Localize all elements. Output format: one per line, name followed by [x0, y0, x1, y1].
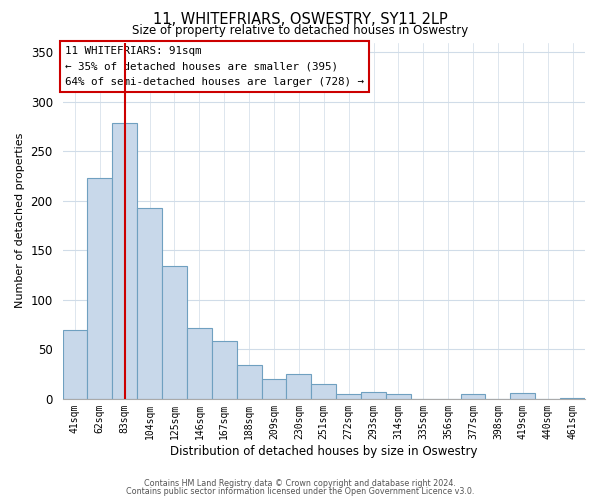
Text: Size of property relative to detached houses in Oswestry: Size of property relative to detached ho…: [132, 24, 468, 37]
Bar: [212, 342, 236, 399]
Bar: [88, 178, 112, 399]
Text: 11, WHITEFRIARS, OSWESTRY, SY11 2LP: 11, WHITEFRIARS, OSWESTRY, SY11 2LP: [152, 12, 448, 28]
X-axis label: Distribution of detached houses by size in Oswestry: Distribution of detached houses by size …: [170, 444, 478, 458]
Bar: [560, 398, 585, 399]
Bar: [311, 384, 336, 399]
Bar: [511, 393, 535, 399]
Bar: [236, 365, 262, 399]
Bar: [336, 394, 361, 399]
Bar: [187, 328, 212, 399]
Bar: [162, 266, 187, 399]
Y-axis label: Number of detached properties: Number of detached properties: [15, 133, 25, 308]
Bar: [386, 394, 411, 399]
Text: Contains public sector information licensed under the Open Government Licence v3: Contains public sector information licen…: [126, 487, 474, 496]
Text: Contains HM Land Registry data © Crown copyright and database right 2024.: Contains HM Land Registry data © Crown c…: [144, 478, 456, 488]
Text: 11 WHITEFRIARS: 91sqm
← 35% of detached houses are smaller (395)
64% of semi-det: 11 WHITEFRIARS: 91sqm ← 35% of detached …: [65, 46, 364, 88]
Bar: [62, 330, 88, 399]
Bar: [137, 208, 162, 399]
Bar: [286, 374, 311, 399]
Bar: [262, 379, 286, 399]
Bar: [361, 392, 386, 399]
Bar: [461, 394, 485, 399]
Bar: [112, 122, 137, 399]
